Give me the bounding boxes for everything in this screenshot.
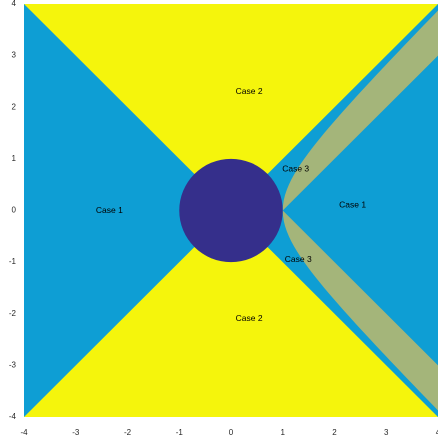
x-tick-label: -2: [124, 428, 132, 437]
y-tick-label: 1: [12, 154, 17, 163]
region-label: Case 1: [96, 205, 123, 215]
x-tick-label: 3: [384, 428, 389, 437]
labels-layer: Case 2 Case 3 Case 1 Case 1 Case 3 Case 2: [96, 86, 366, 323]
region-label: Case 3: [285, 254, 312, 264]
case3-region: [282, 10, 438, 411]
y-tick-label: -1: [9, 257, 17, 266]
y-tick-label: 3: [12, 51, 17, 60]
region-label: Case 2: [236, 313, 263, 323]
x-tick-label: 1: [281, 428, 286, 437]
y-tick-label: 2: [12, 102, 17, 111]
x-tick-label: -3: [72, 428, 80, 437]
x-tick-label: 0: [229, 428, 234, 437]
x-tick-label: -1: [176, 428, 184, 437]
unit-disk-region: [179, 158, 283, 263]
ticks-layer: -4 -3 -2 -1 0 1 2 3 4 4 3 2 1 0 -1 -2 -3 -4: [9, 0, 438, 437]
x-tick-label: 2: [332, 428, 337, 437]
y-tick-label: 4: [12, 0, 17, 8]
y-tick-label: -2: [9, 309, 17, 318]
regions-layer: [24, 4, 438, 417]
x-tick-label: 4: [436, 428, 438, 437]
region-label: Case 2: [236, 86, 263, 96]
region-label: Case 1: [339, 200, 366, 210]
x-tick-label: -4: [20, 428, 28, 437]
y-tick-label: -3: [9, 360, 17, 369]
case2-region-top: [24, 4, 438, 211]
y-tick-label: -4: [9, 412, 17, 421]
y-tick-label: 0: [12, 206, 17, 215]
region-label: Case 3: [282, 163, 309, 173]
case2-region-bottom: [24, 210, 438, 417]
